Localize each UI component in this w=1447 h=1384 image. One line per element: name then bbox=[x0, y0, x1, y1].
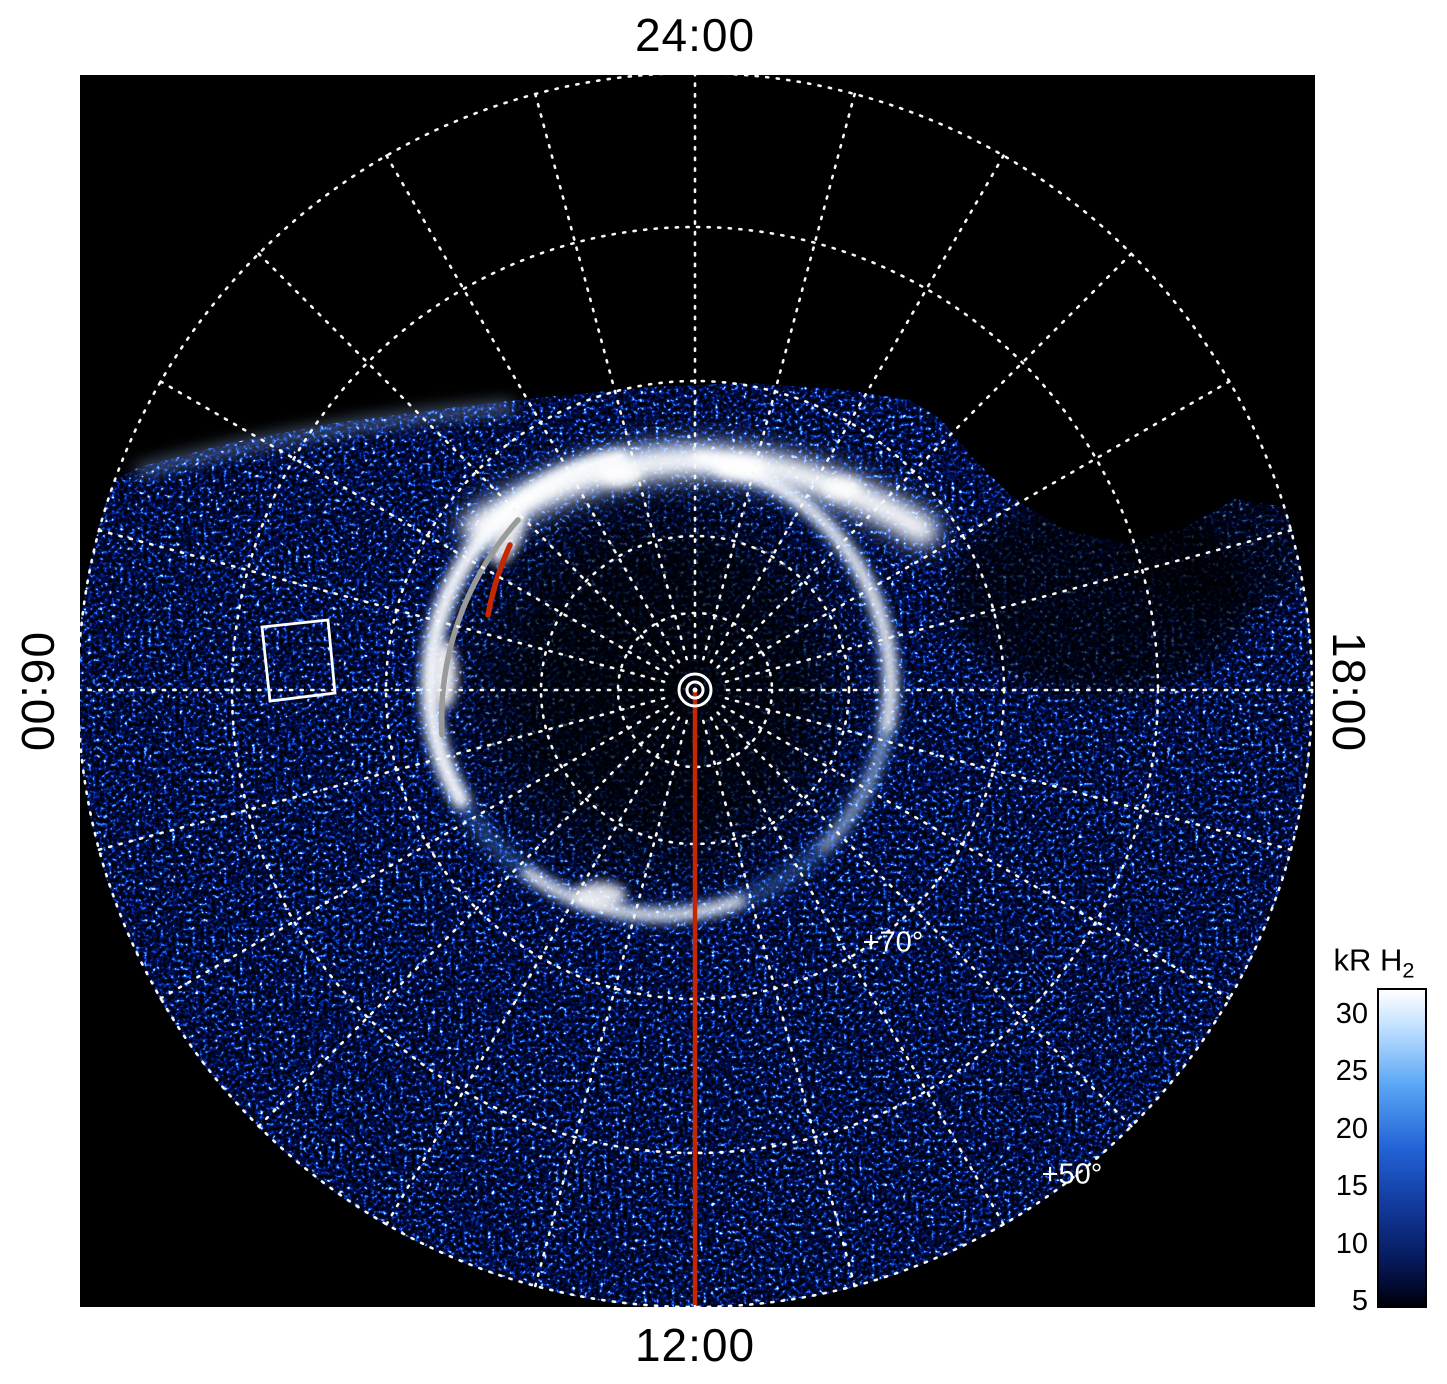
colorbar-gradient bbox=[1377, 988, 1427, 1308]
colorbar-title: kR H2 bbox=[1334, 942, 1415, 983]
gray-arc bbox=[438, 517, 521, 738]
oval-arc-faint bbox=[818, 720, 892, 853]
grid-hour-lines bbox=[80, 75, 1314, 1307]
clock-label-1200: 12:00 bbox=[634, 1319, 756, 1371]
oval-arc-dawn bbox=[421, 449, 629, 809]
no-data-region bbox=[80, 75, 1313, 543]
colorbar-title-sub: 2 bbox=[1402, 957, 1415, 983]
clock-label-0600: 06:00 bbox=[12, 631, 64, 753]
polar-image-frame: +70° +50° bbox=[80, 75, 1315, 1307]
colorbar-ticks: 30 25 20 15 10 5 bbox=[1300, 1000, 1368, 1316]
bright-patch bbox=[822, 477, 862, 499]
white-box bbox=[260, 618, 337, 703]
aurora-polar-plot bbox=[80, 75, 1315, 1307]
clock-label-2400: 24:00 bbox=[634, 9, 756, 61]
colorbar-tick-30: 30 bbox=[1335, 998, 1368, 1030]
boundary-emission-band bbox=[135, 402, 515, 476]
colorbar-tick-10: 10 bbox=[1335, 1227, 1368, 1260]
bright-patch bbox=[574, 882, 626, 908]
colorbar-tick-5: 5 bbox=[1351, 1284, 1368, 1317]
colorbar-title-text: kR H bbox=[1333, 942, 1403, 978]
colorbar-tick-20: 20 bbox=[1335, 1112, 1368, 1145]
pole-marker bbox=[677, 672, 713, 708]
oval-arc-noon bbox=[522, 867, 745, 921]
latitude-label-70: +70° bbox=[862, 926, 924, 959]
bright-patch bbox=[714, 456, 766, 480]
clock-label-1800: 18:00 bbox=[1323, 631, 1375, 753]
latitude-label-50: +50° bbox=[1041, 1158, 1103, 1191]
colorbar-tick-25: 25 bbox=[1335, 1055, 1368, 1088]
colorbar-tick-15: 15 bbox=[1335, 1170, 1368, 1203]
red-arc-segment bbox=[485, 542, 513, 618]
bright-patch bbox=[598, 463, 642, 487]
oval-interior-dark bbox=[435, 460, 885, 910]
